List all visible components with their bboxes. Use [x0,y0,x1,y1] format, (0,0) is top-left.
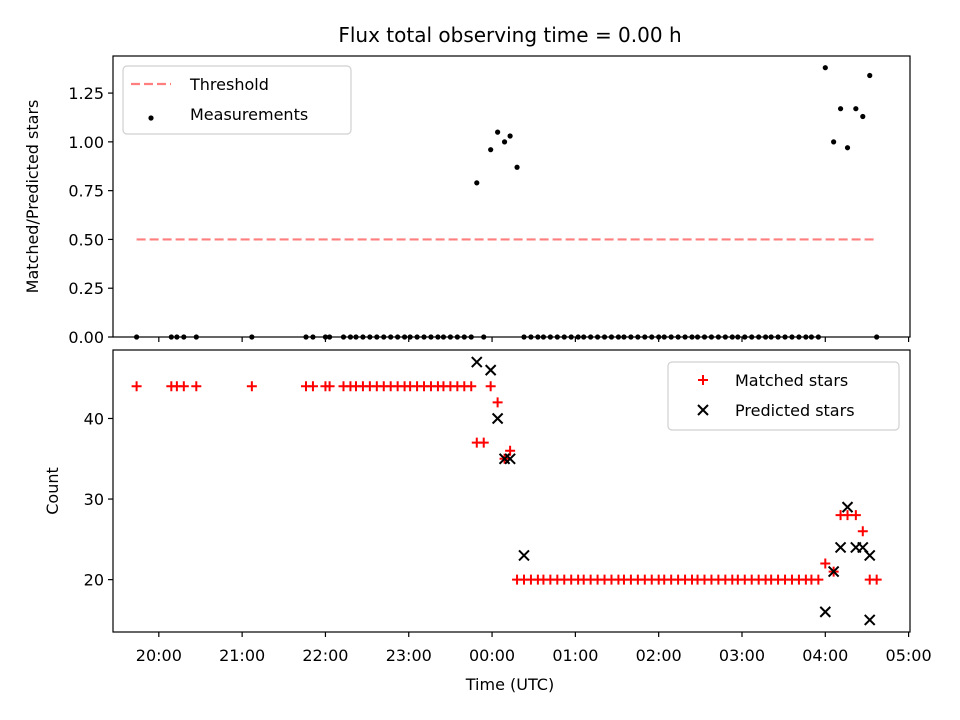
matched-point [871,574,882,585]
measurement-point [514,164,520,170]
x-tick-label: 03:00 [719,646,765,665]
matched-point [505,445,516,456]
measurement-point [831,139,837,145]
plot-frame [112,55,911,338]
matched-point [131,381,142,392]
predicted-point [841,501,854,513]
y-tick-label: 1.25 [68,84,104,103]
y-tick-label: 1.00 [68,133,104,152]
measurement-point [853,106,859,112]
panel-1: 0.00 0.25 0.50 0.75 1.00 1.25 Matched/Predicte… [23,55,911,347]
legend-label: Threshold [189,75,269,94]
y-tick-label: 30 [84,490,104,509]
matched-point [850,510,861,521]
matched-point [813,574,824,585]
predicted-point [471,356,483,368]
legend-label: Predicted stars [735,401,855,420]
y-axis-label: Matched/Predicted stars [23,100,42,294]
matched-point [191,381,202,392]
predicted-point [504,453,516,465]
y-tick-label: 0.00 [68,328,104,347]
measurement-point [837,106,844,112]
chart-title: Flux total observing time = 0.00 h [338,23,681,47]
matched-point [246,381,257,392]
predicted-point [484,364,497,376]
measurement-point [867,72,873,79]
matched-point [857,526,868,537]
x-tick-label: 01:00 [552,646,598,665]
x-tick-label: 20:00 [136,646,182,665]
predicted-point [864,614,876,626]
measurement-point [474,180,480,186]
predicted-point [827,565,840,578]
y-tick-label: 40 [84,409,104,428]
x-tick-label: 23:00 [386,646,432,665]
legend-matched-marker [698,375,708,385]
matched-point [324,381,335,392]
measurement-point [501,139,508,145]
x-axis-label: Time (UTC) [465,675,554,694]
panel-2: 20 30 40 20:00 21:00 22:00 23:00 00:00 01:00 02:0… [43,349,932,665]
series-2-1 [131,381,882,585]
plot-frame [112,349,911,633]
legend-measurement-marker [148,115,154,121]
measurement-point [860,113,866,120]
matched-point [485,381,496,392]
y-tick-label: 0.25 [68,279,104,298]
predicted-point [864,549,876,562]
legend: Threshold Measurements [122,65,352,135]
measurement-point [844,145,851,151]
matched-point [466,381,477,392]
chart-panels: 0.00 0.25 0.50 0.75 1.00 1.25 Matched/Predicte… [23,55,932,665]
y-axis-label: Count [43,467,62,515]
legend-label: Measurements [190,105,308,124]
predicted-point [518,549,530,562]
matched-point [478,437,489,448]
x-tick-label: 00:00 [469,646,515,665]
measurement-point [822,65,828,71]
y-tick-label: 20 [84,571,104,590]
matched-point [820,558,831,569]
legend-label: Matched stars [735,371,848,390]
legend-box [122,65,352,135]
measurement-point [495,129,501,135]
measurement-point [488,147,494,153]
x-tick-label: 04:00 [802,646,848,665]
series-2-3 [864,614,876,626]
y-tick-label: 0.75 [68,182,104,201]
x-tick-label: 05:00 [886,646,932,665]
matched-point [492,397,503,408]
predicted-point [491,412,504,425]
predicted-point [834,541,847,554]
legend-predicted-marker [697,404,709,416]
x-tick-label: 21:00 [219,646,265,665]
matched-point [307,381,318,392]
x-tick-label: 22:00 [302,646,348,665]
matched-point [178,381,189,392]
predicted-point [819,606,832,618]
measurement-point [507,133,513,139]
series-2-2 [471,356,876,618]
legend-box [667,361,900,431]
y-tick-label: 0.50 [68,230,104,249]
x-tick-label: 02:00 [636,646,682,665]
legend: Matched stars Predicted stars [667,361,900,431]
